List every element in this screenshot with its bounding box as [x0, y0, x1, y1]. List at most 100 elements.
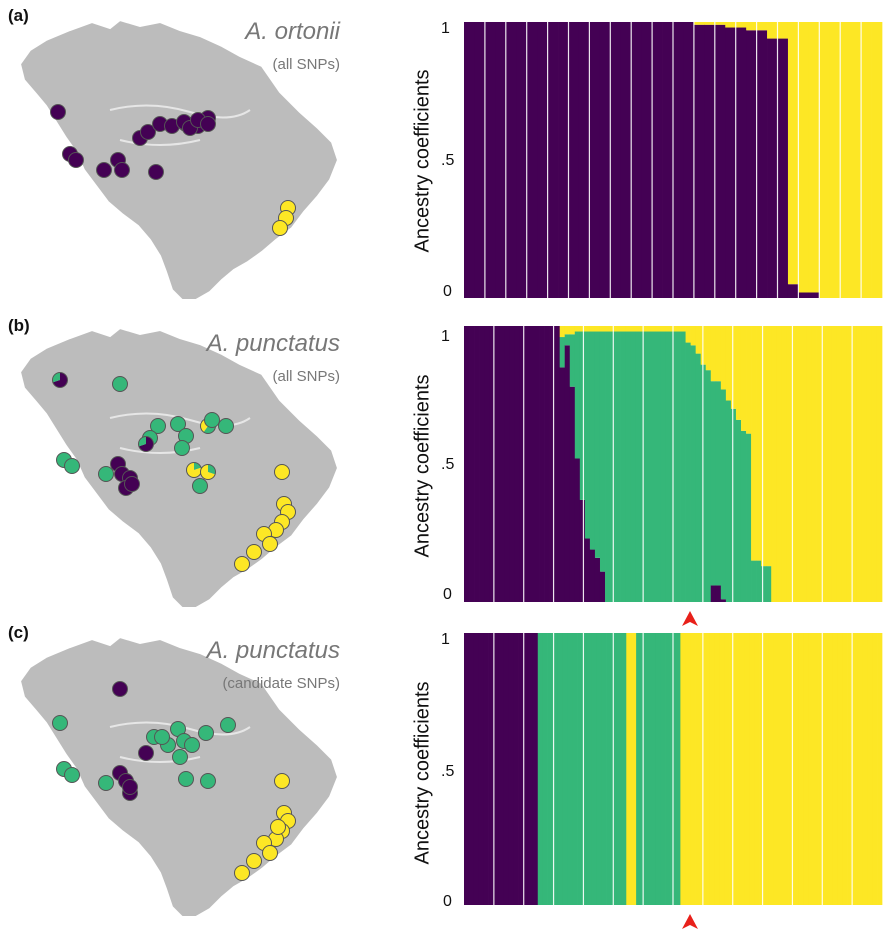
- bar-segment: [876, 326, 883, 602]
- bar-segment: [665, 326, 671, 332]
- bar-segment: [635, 331, 641, 602]
- bar-segment: [771, 326, 777, 602]
- bar-segment: [685, 633, 691, 905]
- sampling-site-pie: [138, 436, 154, 452]
- bar-segment: [513, 633, 519, 905]
- y-tick-0: 0: [443, 893, 452, 910]
- sampling-site-pie: [200, 464, 216, 480]
- bar-segment: [547, 22, 559, 298]
- sampling-site-pie: [64, 458, 80, 474]
- bar-segment: [579, 331, 586, 500]
- bar-segment: [578, 22, 590, 298]
- bar-segment: [773, 633, 780, 905]
- bar-segment: [786, 326, 792, 602]
- y-tick-1: 1: [441, 328, 450, 345]
- bar-segment: [759, 633, 765, 905]
- sampling-site-pie: [274, 464, 290, 480]
- panel-c: (c) A. punctatus (candidate SNPs) Ancest…: [0, 617, 883, 929]
- bar-segment: [704, 22, 716, 25]
- bar-segment: [625, 326, 631, 332]
- bar-segment: [685, 342, 691, 602]
- bar-segment: [518, 633, 524, 905]
- bar-segment: [589, 331, 596, 550]
- ancestry-barplot-c: [464, 633, 883, 905]
- sampling-site-pie: [262, 536, 278, 552]
- bar-segment: [866, 326, 873, 602]
- bar-segment: [529, 326, 535, 602]
- map-c: [18, 635, 340, 918]
- bar-segment: [693, 22, 705, 25]
- bar-segment: [746, 433, 752, 602]
- bar-segment: [715, 381, 722, 586]
- bar-segment: [650, 331, 656, 602]
- bar-segment: [852, 633, 858, 905]
- bar-segment: [803, 633, 809, 905]
- y-tick-half: .5: [441, 763, 455, 780]
- sampling-site-pie: [246, 544, 262, 560]
- bar-segment: [567, 633, 573, 905]
- bar-segment: [856, 326, 863, 602]
- sampling-site-pie: [170, 416, 186, 432]
- sampling-site-pie: [218, 418, 234, 434]
- bar-segment: [660, 331, 666, 602]
- bar-segment: [725, 326, 732, 401]
- bar-segment: [821, 326, 827, 602]
- bar-segment: [714, 24, 726, 298]
- bar-segment: [673, 22, 684, 298]
- bar-segment: [746, 326, 752, 434]
- bar-segment: [846, 326, 853, 602]
- bar-segment: [816, 326, 822, 602]
- bar-segment: [589, 549, 596, 602]
- bar-segment: [559, 326, 566, 338]
- bar-segment: [527, 633, 534, 905]
- bar-segment: [831, 326, 838, 602]
- bar-segment: [660, 633, 666, 905]
- bar-segment: [564, 334, 571, 346]
- bar-segment: [611, 633, 617, 905]
- bar-segment: [861, 326, 868, 602]
- bar-segment: [655, 633, 662, 905]
- bar-segment: [861, 22, 872, 298]
- y-tick-0: 0: [443, 586, 452, 603]
- bar-segment: [749, 633, 755, 905]
- bar-segment: [724, 633, 730, 905]
- sampling-site-pie: [122, 779, 138, 795]
- bar-segment: [662, 22, 674, 298]
- bar-segment: [665, 331, 671, 602]
- bar-segment: [589, 22, 601, 298]
- sampling-site-pie: [178, 771, 194, 787]
- bar-segment: [508, 633, 514, 905]
- bar-segment: [568, 22, 580, 298]
- bar-segment: [871, 326, 878, 602]
- bar-segment: [503, 633, 509, 905]
- bar-segment: [615, 331, 621, 602]
- bar-segment: [705, 326, 712, 371]
- bar-segment: [680, 326, 686, 332]
- sampling-site-pie: [234, 556, 250, 572]
- bar-segment: [630, 331, 636, 602]
- bar-segment: [811, 326, 817, 602]
- bar-segment: [665, 633, 671, 905]
- bar-segment: [756, 30, 768, 298]
- snp-subset: (all SNPs): [272, 56, 340, 73]
- bar-segment: [469, 326, 475, 602]
- bar-segment: [569, 334, 576, 387]
- bar-segment: [857, 633, 863, 905]
- bar-segment: [675, 331, 681, 602]
- bar-segment: [734, 633, 740, 905]
- sampling-site-pie: [64, 767, 80, 783]
- bar-segment: [842, 633, 848, 905]
- bar-segment: [766, 326, 772, 567]
- bar-segment: [761, 326, 767, 567]
- bar-segment: [489, 326, 495, 602]
- bar-segment: [787, 284, 799, 298]
- bar-segment: [589, 326, 596, 332]
- bar-segment: [464, 22, 475, 298]
- y-axis-label: Ancestry coefficients: [411, 374, 434, 558]
- bar-segment: [559, 367, 566, 602]
- snp-subset: (all SNPs): [272, 368, 340, 385]
- bar-segment: [488, 633, 494, 905]
- bar-segment: [582, 633, 588, 905]
- bar-segment: [557, 633, 563, 905]
- bar-segment: [468, 633, 475, 905]
